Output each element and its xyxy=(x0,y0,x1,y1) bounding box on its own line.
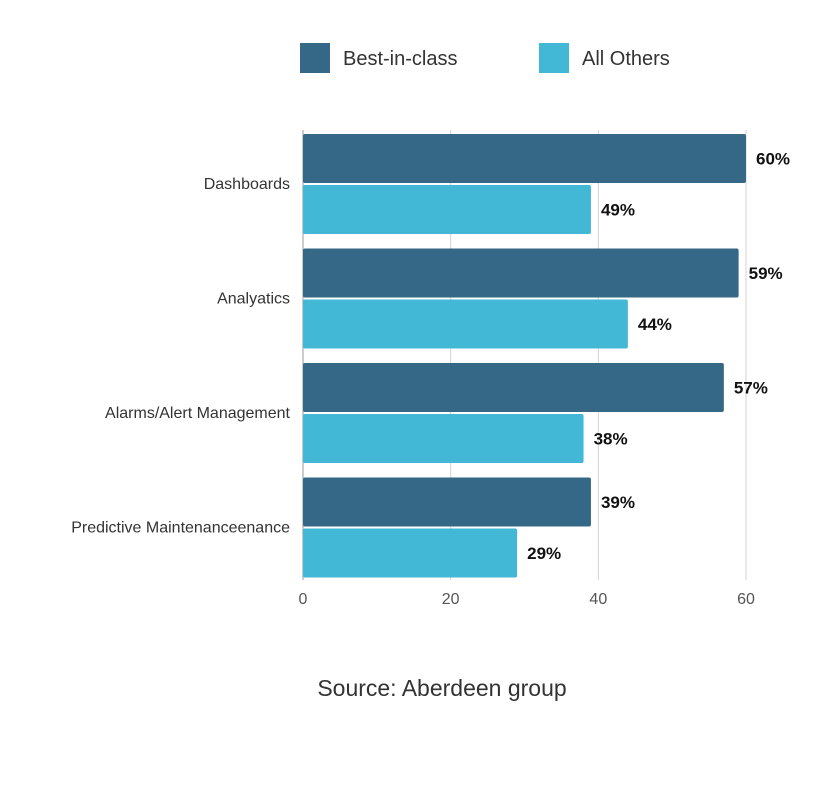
bar-alarms-alert-management-all-others xyxy=(303,414,584,463)
x-tick-label-60: 60 xyxy=(737,591,755,608)
category-label-alarms-alert-management: Alarms/Alert Management xyxy=(105,405,291,422)
x-tick-labels: 0 20 40 60 xyxy=(299,591,755,608)
legend: Best-in-class All Others xyxy=(300,43,670,73)
category-labels: Dashboards Analyatics Alarms/Alert Managem… xyxy=(71,176,290,537)
data-label-predictive-maintenanceenance-best-in-class: 39% xyxy=(601,493,635,512)
data-labels: 60% 49% 59% 44% 57% 38% 39% 29% xyxy=(527,150,790,564)
bar-analyatics-best-in-class xyxy=(303,248,739,298)
x-tick-label-20: 20 xyxy=(442,591,460,608)
category-label-predictive-maintenanceenance: Predictive Maintenanceenance xyxy=(71,520,290,537)
bar-analyatics-all-others xyxy=(303,299,628,349)
data-label-analyatics-best-in-class: 59% xyxy=(749,264,783,283)
bar-dashboards-best-in-class xyxy=(303,134,746,183)
x-tick-label-40: 40 xyxy=(589,591,607,608)
legend-swatch-best-in-class xyxy=(300,43,330,73)
data-label-alarms-alert-management-all-others: 38% xyxy=(594,430,628,449)
data-label-analyatics-all-others: 44% xyxy=(638,315,672,334)
bars xyxy=(303,134,746,578)
data-label-predictive-maintenanceenance-all-others: 29% xyxy=(527,544,561,563)
legend-swatch-all-others xyxy=(539,43,569,73)
legend-label-best-in-class: Best-in-class xyxy=(343,48,457,70)
x-tick-label-0: 0 xyxy=(299,591,308,608)
bar-predictive-maintenanceenance-best-in-class xyxy=(303,477,591,527)
data-label-alarms-alert-management-best-in-class: 57% xyxy=(734,379,768,398)
bar-alarms-alert-management-best-in-class xyxy=(303,363,724,412)
legend-label-all-others: All Others xyxy=(582,48,670,70)
category-label-analyatics: Analyatics xyxy=(217,291,290,308)
source-note: Source: Aberdeen group xyxy=(317,675,566,701)
category-label-dashboards: Dashboards xyxy=(204,176,290,193)
bar-dashboards-all-others xyxy=(303,185,591,234)
data-label-dashboards-best-in-class: 60% xyxy=(756,150,790,169)
bar-predictive-maintenanceenance-all-others xyxy=(303,528,518,578)
data-label-dashboards-all-others: 49% xyxy=(601,201,635,220)
